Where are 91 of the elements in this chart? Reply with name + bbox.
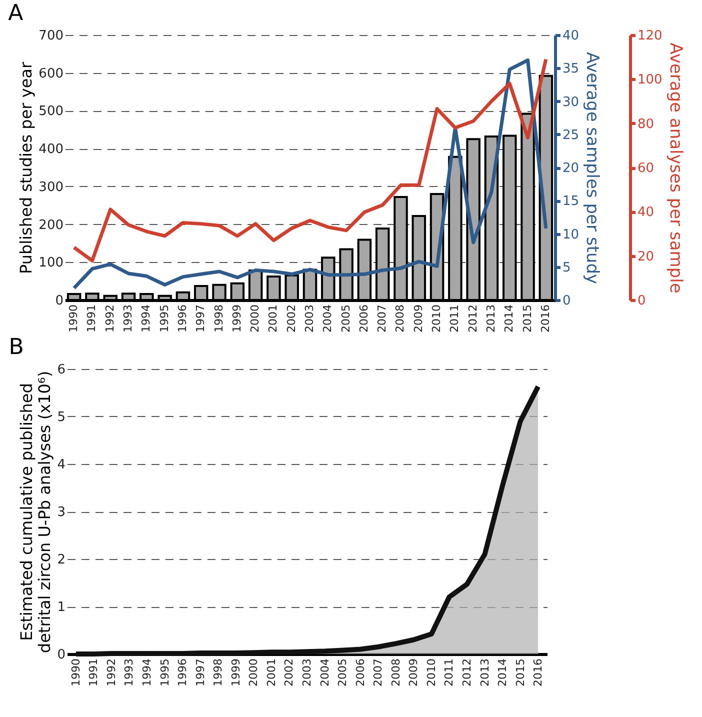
y-tick-label: 0 [55,294,64,308]
chart-title: A [8,1,24,26]
x-tick-label: 2000 [247,658,260,686]
x-tick-label: 1995 [158,304,171,332]
y-axis-title: Published studies per year [16,62,36,274]
y3-tick-label: 100 [638,72,662,88]
x-tick-label: 2016 [532,658,545,686]
x-tick-label: 1990 [67,304,80,332]
y2-axis-title: Average samples per study [582,52,602,284]
x-tick-label: 2000 [248,304,262,332]
x-tick-label: 2004 [321,304,334,332]
x-tick-label: 1994 [140,658,154,686]
y-tick-label: 400 [38,142,64,158]
y-tick-label: 700 [38,28,64,44]
y-tick-label: 4 [57,458,66,472]
x-tick-label: 2009 [407,658,420,686]
y-tick-label: 1 [57,600,66,615]
x-tick-label: 2007 [376,304,389,332]
y-tick-label: 3 [57,505,66,520]
y3-tick-label: 60 [638,161,654,176]
y2-tick-label: 10 [562,227,580,242]
x-tick-label: 1994 [140,304,153,332]
y-axis-title: Estimated cumulative published detrital zircon U-Pb analyses (x10⁶) [17,370,54,654]
y3-tick-label: 0 [638,294,646,308]
x-tick-label: 2012 [460,658,474,686]
x-tick-label: 1992 [104,658,118,686]
x-tick-label: 2014 [496,658,510,686]
x-tick-label: 1998 [212,304,226,332]
x-tick-label: 2006 [357,304,370,332]
y2-tick-label: 15 [562,194,580,210]
y3-tick-label: 20 [638,249,654,264]
y3-tick-label: 120 [638,28,662,44]
x-tick-label: 1990 [69,658,82,686]
y2-tick-label: 40 [562,28,580,44]
x-tick-label: 2002 [284,304,298,332]
x-tick-label: 2005 [339,304,352,332]
x-tick-label: 1993 [122,658,136,686]
x-tick-label: 1991 [85,304,98,332]
x-tick-label: 1996 [176,304,189,332]
x-tick-label: 2016 [538,304,552,332]
x-tick-label: 2013 [484,304,498,332]
x-tick-label: 1991 [87,658,100,686]
y-tick-label: 5 [57,410,66,425]
x-tick-label: 2003 [303,304,316,332]
y-tick-label: 0 [57,648,66,662]
x-tick-label: 2015 [514,658,527,686]
x-tick-label: 1996 [176,658,190,686]
y-tick-label: 200 [38,218,64,233]
x-tick-label: 2005 [336,658,350,686]
x-tick-label: 2006 [354,658,367,686]
x-tick-label: 2015 [520,304,534,332]
x-tick-label: 2011 [448,304,462,332]
y2-tick-label: 30 [562,94,580,110]
x-tick-label: 2013 [478,658,492,686]
y3-tick-label: 80 [638,116,654,132]
x-tick-label: 2012 [466,304,480,332]
x-tick-label: 2014 [502,304,516,332]
x-tick-label: 2003 [300,658,314,686]
x-tick-label: 2009 [412,304,425,332]
x-tick-label: 1995 [158,658,172,686]
x-tick-label: 1992 [103,304,116,332]
x-tick-label: 2011 [442,658,456,686]
y-tick-label: 600 [38,66,64,82]
x-tick-label: 2001 [264,658,278,686]
x-tick-label: 2004 [318,658,332,686]
x-tick-label: 1999 [229,658,242,686]
y-tick-label: 100 [38,256,64,271]
x-tick-label: 2002 [282,658,296,686]
y2-tick-label: 35 [562,62,580,77]
x-tick-label: 2001 [266,304,280,332]
x-tick-label: 1999 [230,304,244,332]
x-tick-label: 1997 [194,304,208,332]
y2-tick-label: 20 [562,161,580,176]
y2-tick-label: 25 [562,128,580,143]
y-tick-label: 6 [57,362,66,378]
chart-title: B [8,335,24,360]
y3-tick-label: 40 [638,205,654,220]
y2-tick-label: 0 [562,294,571,308]
x-tick-label: 2007 [372,658,385,686]
y-tick-label: 500 [38,104,64,120]
x-tick-label: 1998 [212,658,225,686]
y2-tick-label: 5 [562,260,571,276]
y-tick-label: 2 [57,552,66,568]
x-tick-label: 1993 [122,304,135,332]
y-tick-label: 300 [38,180,64,195]
x-tick-label: 2008 [394,304,407,332]
x-tick-label: 2008 [389,658,402,686]
y3-axis-title: Average analyses per sample [665,42,686,294]
x-tick-label: 1997 [194,658,207,686]
x-tick-label: 2010 [430,304,444,332]
x-tick-label: 2010 [424,658,438,686]
